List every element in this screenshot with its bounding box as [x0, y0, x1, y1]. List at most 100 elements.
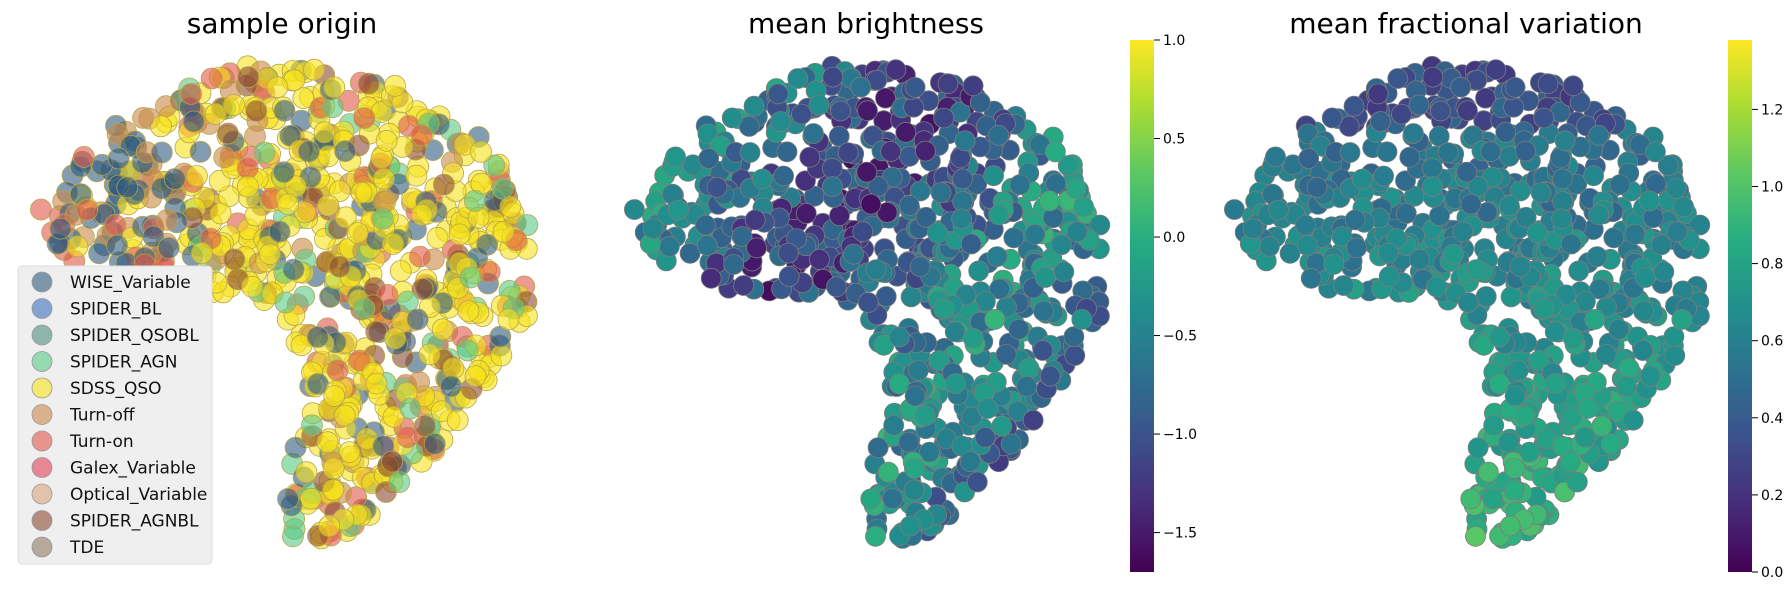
point: [1409, 248, 1430, 270]
point: [1333, 275, 1354, 296]
point: [306, 326, 329, 348]
point: [1422, 66, 1444, 88]
point: [516, 214, 539, 236]
point: [857, 292, 879, 313]
point: [236, 175, 259, 198]
point: [1499, 515, 1521, 537]
point: [1551, 208, 1572, 230]
point: [837, 142, 859, 164]
point: [388, 471, 411, 493]
point: [888, 326, 910, 348]
point: [876, 201, 898, 223]
point: [909, 256, 931, 278]
point: [1298, 148, 1320, 169]
point: [1671, 308, 1693, 330]
point: [822, 66, 844, 88]
point: [1666, 221, 1688, 243]
point: [733, 275, 754, 296]
colorbar-tick-label: 0.0: [1163, 230, 1185, 246]
point: [1664, 345, 1686, 366]
point: [333, 404, 356, 427]
point: [274, 291, 297, 314]
point: [903, 96, 924, 118]
point: [1265, 146, 1286, 168]
point: [1034, 267, 1056, 288]
legend-marker: [31, 404, 53, 425]
point: [284, 436, 307, 459]
point: [365, 372, 388, 395]
legend-marker: [31, 483, 53, 505]
point: [829, 205, 850, 227]
point: [357, 72, 380, 95]
point: [696, 235, 718, 256]
point: [865, 525, 886, 547]
point: [828, 125, 850, 147]
point: [1589, 278, 1610, 300]
legend: WISE_Variable SPIDER_BL SPIDER_QSOBL SPIDER…: [17, 265, 213, 565]
point: [316, 431, 339, 454]
point: [1519, 441, 1540, 463]
point: [200, 67, 223, 90]
colorbar-tick-label: −1.5: [1163, 526, 1197, 542]
point: [867, 437, 889, 459]
panel-title-mean-fractional-variation: mean fractional variation: [1289, 7, 1643, 40]
point: [1279, 242, 1301, 264]
point: [150, 115, 172, 138]
point: [277, 193, 300, 216]
point: [190, 242, 213, 265]
point: [865, 259, 887, 281]
point: [700, 267, 722, 289]
point: [163, 168, 186, 190]
point: [1650, 234, 1672, 256]
legend-label: Galex_Variable: [70, 459, 196, 479]
point: [850, 76, 872, 98]
point: [107, 147, 130, 170]
point: [927, 222, 948, 244]
point: [695, 214, 716, 236]
panel-title-sample-origin: sample origin: [187, 7, 377, 40]
point: [1588, 124, 1609, 146]
point: [1339, 142, 1361, 163]
point: [857, 100, 878, 122]
point: [738, 116, 760, 137]
point: [384, 327, 407, 350]
point: [1367, 83, 1389, 105]
colorbar-tick-label: 0.6: [1761, 334, 1783, 350]
point: [986, 246, 1008, 268]
point: [1485, 59, 1507, 81]
point: [448, 223, 471, 246]
point: [856, 161, 878, 183]
point: [1467, 437, 1489, 459]
point: [106, 234, 128, 257]
point: [900, 286, 922, 308]
point: [49, 217, 72, 240]
point: [1378, 242, 1399, 264]
point: [1559, 451, 1581, 473]
point: [1437, 142, 1459, 164]
colorbar-ticks-mean-fractional-variation: 1.2 1.0 0.8 0.6 0.4 0.2 0.0: [1752, 102, 1783, 581]
legend-box: [17, 265, 213, 565]
point: [945, 373, 966, 395]
point: [937, 73, 959, 95]
point: [1483, 414, 1505, 436]
point: [975, 291, 996, 312]
legend-marker: [31, 351, 53, 372]
point: [933, 107, 955, 129]
point: [334, 206, 357, 229]
point: [1000, 433, 1022, 455]
point: [1391, 103, 1412, 125]
point: [426, 226, 449, 249]
point: [266, 76, 289, 99]
point: [463, 189, 486, 212]
point: [1478, 461, 1499, 483]
panel-sample-origin: sample origin WISE_Variable SPIDER_BL SPID…: [17, 7, 539, 565]
point: [1663, 326, 1685, 348]
point: [875, 87, 896, 109]
points-mean-fractional-variation: [1224, 55, 1711, 549]
point: [157, 236, 180, 259]
point: [384, 74, 406, 97]
point: [432, 173, 455, 196]
point: [409, 245, 431, 268]
point: [1408, 94, 1430, 116]
point: [303, 58, 326, 81]
